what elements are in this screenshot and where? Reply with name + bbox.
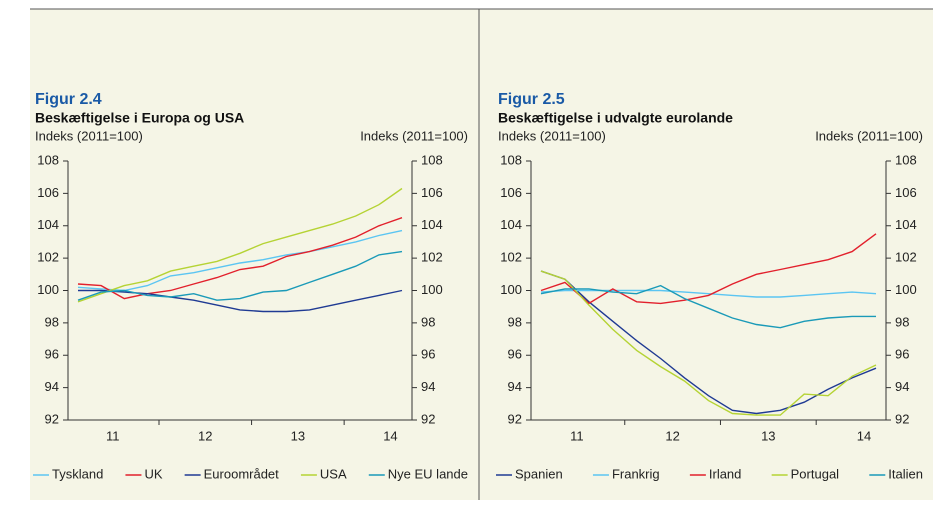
y2-tick-label: 96 xyxy=(421,347,435,362)
y-tick-label: 94 xyxy=(45,379,59,394)
x-tick-label: 14 xyxy=(857,428,871,443)
series-line xyxy=(540,233,877,305)
series-line xyxy=(540,270,877,415)
x-tick-label: 11 xyxy=(570,428,584,443)
chart-subtitle: Beskæftigelse i Europa og USA xyxy=(35,110,244,126)
y-tick-label: 102 xyxy=(37,250,59,265)
series-line xyxy=(540,270,877,416)
y-tick-label: 96 xyxy=(45,347,59,362)
y2-tick-label: 92 xyxy=(895,411,909,426)
x-tick-label: 11 xyxy=(106,428,120,443)
y2-tick-label: 102 xyxy=(421,250,443,265)
y-tick-label: 108 xyxy=(37,152,59,167)
y-tick-label: 106 xyxy=(37,185,59,200)
y2-tick-label: 94 xyxy=(895,379,909,394)
legend-label: Euroområdet xyxy=(204,466,280,481)
legend-label: Nye EU lande xyxy=(388,466,468,481)
y-tick-label: 92 xyxy=(508,411,522,426)
series-line xyxy=(77,217,403,300)
y2-tick-label: 100 xyxy=(421,282,443,297)
legend-label: UK xyxy=(144,466,162,481)
y-axis-label: Indeks (2011=100) xyxy=(35,128,143,143)
y2-tick-label: 106 xyxy=(895,185,917,200)
x-tick-label: 12 xyxy=(665,428,679,443)
legend-label: USA xyxy=(320,466,347,481)
y2-tick-label: 94 xyxy=(421,379,435,394)
series-line xyxy=(540,284,876,329)
series-line xyxy=(77,250,403,301)
y2-tick-label: 106 xyxy=(421,185,443,200)
y-tick-label: 102 xyxy=(500,250,522,265)
y-tick-label: 98 xyxy=(45,314,59,329)
y2-tick-label: 98 xyxy=(895,314,909,329)
legend-label: Frankrig xyxy=(612,466,660,481)
y2-axis-label: Indeks (2011=100) xyxy=(360,128,468,143)
series-line xyxy=(77,229,403,292)
legend-label: Tyskland xyxy=(52,466,103,481)
y-tick-label: 100 xyxy=(500,282,522,297)
chart-title: Figur 2.4 xyxy=(35,91,102,108)
y-tick-label: 98 xyxy=(508,314,522,329)
y2-tick-label: 104 xyxy=(421,217,443,232)
chart-subtitle: Beskæftigelse i udvalgte eurolande xyxy=(498,110,733,126)
x-tick-label: 13 xyxy=(761,428,775,443)
x-tick-label: 14 xyxy=(383,428,397,443)
y-tick-label: 94 xyxy=(508,379,522,394)
legend-label: Spanien xyxy=(515,466,563,481)
legend-label: Italien xyxy=(888,466,923,481)
y2-axis-label: Indeks (2011=100) xyxy=(815,128,923,143)
y-tick-label: 108 xyxy=(500,152,522,167)
chart-title: Figur 2.5 xyxy=(498,91,565,108)
y-tick-label: 100 xyxy=(37,282,59,297)
y-tick-label: 104 xyxy=(37,217,59,232)
y-axis-label: Indeks (2011=100) xyxy=(498,128,606,143)
y2-tick-label: 102 xyxy=(895,250,917,265)
x-tick-label: 13 xyxy=(291,428,305,443)
legend-label: Portugal xyxy=(791,466,840,481)
y-tick-label: 106 xyxy=(500,185,522,200)
y2-tick-label: 100 xyxy=(895,282,917,297)
y2-tick-label: 92 xyxy=(421,411,435,426)
y-tick-label: 96 xyxy=(508,347,522,362)
y2-tick-label: 108 xyxy=(421,152,443,167)
y2-tick-label: 96 xyxy=(895,347,909,362)
y2-tick-label: 104 xyxy=(895,217,917,232)
series-line xyxy=(77,187,403,303)
y-tick-label: 92 xyxy=(45,411,59,426)
y-tick-label: 104 xyxy=(500,217,522,232)
y2-tick-label: 108 xyxy=(895,152,917,167)
panel xyxy=(30,9,933,500)
y2-tick-label: 98 xyxy=(421,314,435,329)
legend-label: Irland xyxy=(709,466,742,481)
x-tick-label: 12 xyxy=(198,428,212,443)
